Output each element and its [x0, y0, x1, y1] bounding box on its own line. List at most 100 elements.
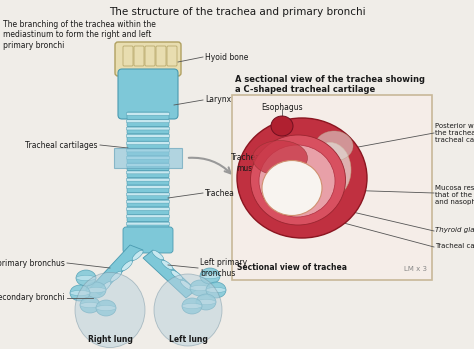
Text: Trachea: Trachea [205, 188, 235, 198]
FancyBboxPatch shape [127, 178, 170, 181]
Text: Tracheal cartilage: Tracheal cartilage [435, 243, 474, 249]
Text: The branching of the trachea within the
mediastinum to form the right and left
p: The branching of the trachea within the … [3, 20, 156, 50]
Text: Right lung: Right lung [88, 335, 132, 344]
Text: Posterior wall of
the trachea lacking
tracheal cartilage: Posterior wall of the trachea lacking tr… [435, 123, 474, 143]
FancyBboxPatch shape [127, 127, 169, 134]
FancyBboxPatch shape [127, 178, 169, 185]
Ellipse shape [86, 282, 106, 298]
FancyBboxPatch shape [115, 42, 181, 76]
FancyBboxPatch shape [232, 95, 432, 280]
Ellipse shape [181, 280, 192, 290]
Ellipse shape [182, 304, 202, 309]
Polygon shape [143, 250, 196, 298]
Ellipse shape [96, 305, 116, 311]
FancyBboxPatch shape [127, 119, 169, 127]
FancyBboxPatch shape [123, 46, 133, 66]
Ellipse shape [250, 135, 346, 225]
FancyArrowPatch shape [189, 158, 230, 173]
FancyBboxPatch shape [123, 227, 173, 253]
Ellipse shape [200, 268, 220, 284]
Polygon shape [90, 245, 143, 295]
Text: Thyroid gland: Thyroid gland [435, 227, 474, 233]
FancyBboxPatch shape [145, 46, 155, 66]
FancyBboxPatch shape [127, 156, 170, 159]
FancyBboxPatch shape [127, 215, 170, 218]
Ellipse shape [262, 161, 322, 215]
FancyBboxPatch shape [127, 134, 170, 137]
Ellipse shape [121, 261, 132, 271]
FancyBboxPatch shape [134, 46, 144, 66]
Text: A sectional view of the trachea showing: A sectional view of the trachea showing [235, 75, 425, 84]
Text: a C-shaped tracheal cartilage: a C-shaped tracheal cartilage [235, 85, 375, 94]
Ellipse shape [259, 145, 335, 217]
FancyBboxPatch shape [127, 171, 169, 178]
Ellipse shape [190, 280, 210, 296]
Text: Secondary bronchi: Secondary bronchi [0, 294, 65, 303]
Ellipse shape [315, 131, 353, 161]
Text: Left primary
bronchus: Left primary bronchus [200, 258, 247, 278]
Text: Lumen of
trachea: Lumen of trachea [264, 183, 300, 203]
FancyBboxPatch shape [127, 163, 169, 170]
FancyBboxPatch shape [114, 148, 182, 168]
FancyBboxPatch shape [118, 69, 178, 119]
FancyBboxPatch shape [127, 207, 169, 214]
Ellipse shape [80, 297, 100, 313]
FancyBboxPatch shape [127, 112, 169, 119]
Text: Hyoid bone: Hyoid bone [205, 52, 248, 61]
FancyBboxPatch shape [127, 214, 169, 222]
Ellipse shape [110, 271, 122, 281]
Text: Larynx: Larynx [205, 96, 231, 104]
Text: Left lung: Left lung [169, 335, 208, 344]
Text: Tracheal cartilages: Tracheal cartilages [26, 141, 98, 149]
Text: Trachealis
muscle: Trachealis muscle [231, 153, 269, 173]
FancyBboxPatch shape [127, 141, 169, 149]
Ellipse shape [271, 116, 293, 136]
FancyBboxPatch shape [127, 142, 170, 144]
FancyBboxPatch shape [127, 185, 169, 192]
FancyBboxPatch shape [127, 112, 170, 115]
Ellipse shape [206, 288, 226, 292]
FancyBboxPatch shape [127, 222, 170, 225]
FancyBboxPatch shape [156, 46, 166, 66]
Ellipse shape [76, 275, 96, 281]
Text: The structure of the trachea and primary bronchi: The structure of the trachea and primary… [109, 7, 365, 17]
Text: Sectional view of trachea: Sectional view of trachea [237, 263, 347, 272]
FancyBboxPatch shape [127, 149, 169, 156]
FancyBboxPatch shape [127, 164, 170, 166]
FancyBboxPatch shape [127, 186, 170, 188]
Ellipse shape [237, 118, 367, 238]
Text: LM x 3: LM x 3 [404, 266, 427, 272]
Ellipse shape [196, 294, 216, 310]
FancyBboxPatch shape [127, 149, 170, 152]
Ellipse shape [200, 274, 220, 279]
FancyBboxPatch shape [167, 46, 177, 66]
Ellipse shape [80, 303, 100, 307]
Text: Mucosa resembling
that of the nasal cavity
and nasopharynx: Mucosa resembling that of the nasal cavi… [435, 185, 474, 205]
Ellipse shape [190, 285, 210, 290]
Ellipse shape [182, 298, 202, 314]
Ellipse shape [196, 299, 216, 304]
Ellipse shape [132, 250, 143, 260]
FancyBboxPatch shape [127, 192, 169, 200]
Ellipse shape [76, 270, 96, 286]
FancyBboxPatch shape [127, 200, 169, 207]
FancyBboxPatch shape [127, 171, 170, 174]
Text: Right primary bronchus: Right primary bronchus [0, 259, 65, 267]
Ellipse shape [309, 142, 351, 198]
Ellipse shape [206, 282, 226, 298]
Ellipse shape [70, 285, 90, 301]
Ellipse shape [70, 290, 90, 296]
FancyBboxPatch shape [127, 120, 170, 122]
FancyBboxPatch shape [127, 156, 169, 163]
FancyBboxPatch shape [127, 134, 169, 141]
Ellipse shape [152, 250, 164, 260]
FancyBboxPatch shape [127, 208, 170, 210]
FancyBboxPatch shape [127, 127, 170, 130]
Text: Esophagus: Esophagus [261, 103, 303, 112]
Ellipse shape [154, 274, 222, 346]
FancyBboxPatch shape [127, 222, 169, 229]
Ellipse shape [100, 282, 111, 292]
Ellipse shape [253, 141, 308, 176]
Ellipse shape [162, 260, 173, 270]
Ellipse shape [75, 273, 145, 348]
